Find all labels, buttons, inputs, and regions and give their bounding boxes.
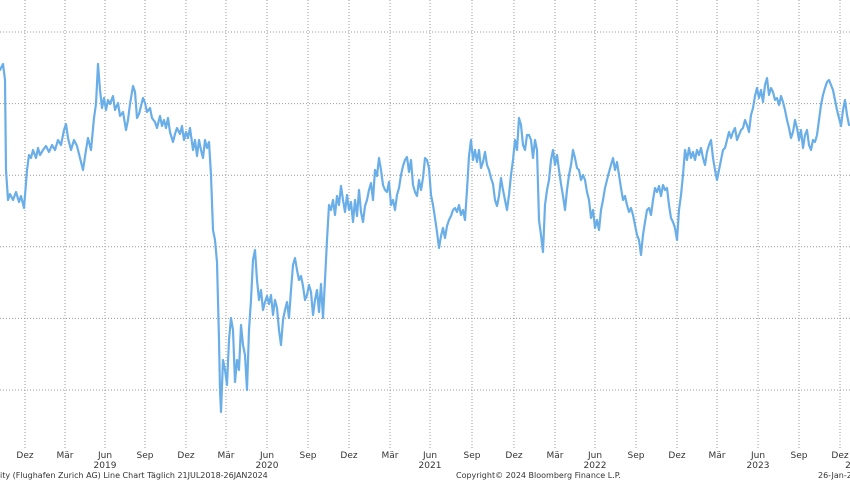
x-tick-label: Dez: [668, 451, 686, 461]
year-label: 2020: [255, 461, 279, 471]
x-tick-label: Mär: [217, 451, 235, 461]
x-tick-label: Dez: [16, 451, 34, 461]
x-tick-label: Jun: [750, 451, 766, 461]
x-tick-label: Sep: [790, 451, 808, 461]
x-tick-label: Sep: [463, 451, 481, 461]
year-label: 2023: [746, 461, 770, 471]
x-tick-label: Dez: [340, 451, 358, 461]
year-label: 2021: [418, 461, 442, 471]
x-tick-label: Sep: [299, 451, 317, 461]
x-tick-label: Mär: [708, 451, 726, 461]
year-label: 2019: [93, 461, 117, 471]
copyright-text: Copyright© 2024 Bloomberg Finance L.P.: [456, 471, 621, 480]
year-label: 2: [845, 461, 850, 471]
x-tick-label: Mär: [56, 451, 74, 461]
x-tick-label: Mär: [381, 451, 399, 461]
year-label: 2022: [583, 461, 607, 471]
x-tick-label: Sep: [627, 451, 645, 461]
chart-description: ity (Flughafen Zurich AG) Line Chart Täg…: [0, 471, 268, 480]
x-tick-label: Dez: [831, 451, 849, 461]
end-date: 26-Jan-2: [818, 471, 850, 480]
x-tick-label: Dez: [505, 451, 523, 461]
x-tick-label: Sep: [136, 451, 154, 461]
x-tick-label: Jun: [422, 451, 438, 461]
x-tick-label: Mär: [546, 451, 564, 461]
x-tick-label: Jun: [97, 451, 113, 461]
price-line: [0, 62, 850, 414]
gridlines: [0, 0, 850, 448]
x-tick-label: Jun: [587, 451, 603, 461]
x-tick-label: Dez: [177, 451, 195, 461]
x-tick-label: Jun: [259, 451, 275, 461]
